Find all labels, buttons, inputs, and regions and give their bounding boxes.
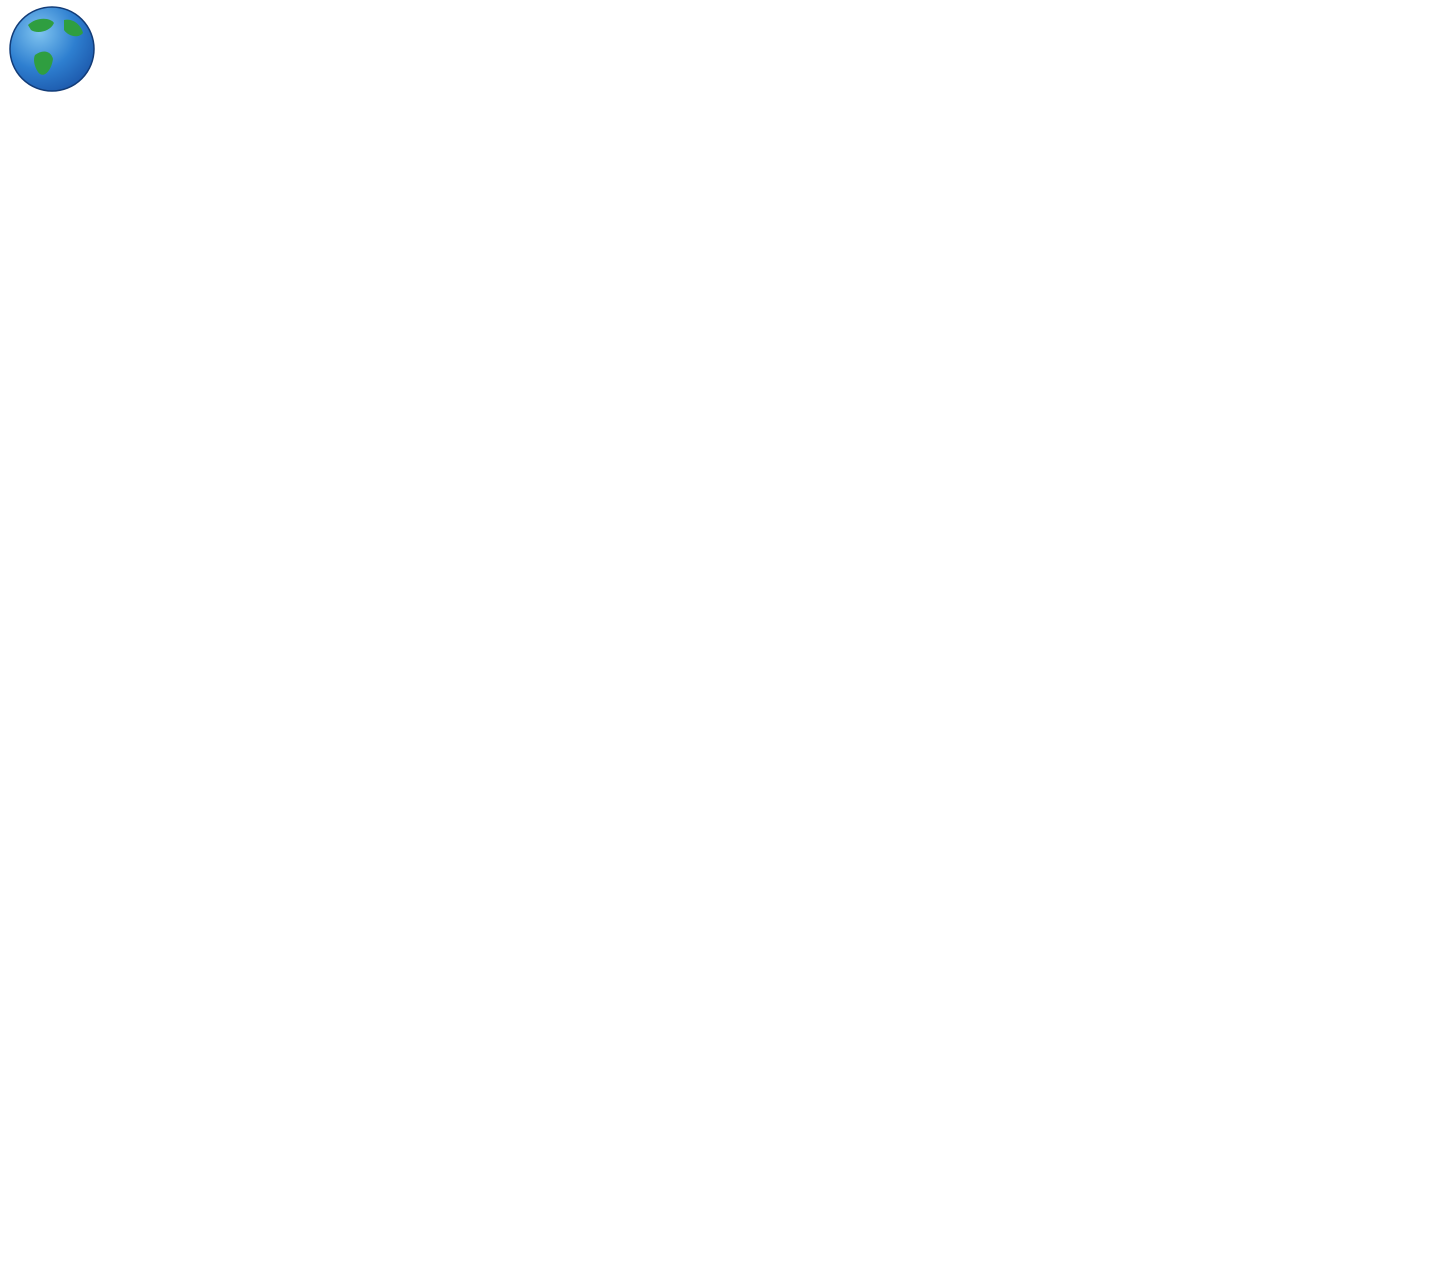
globe-land-south xyxy=(34,51,53,75)
coaps-logo-globe xyxy=(9,6,95,92)
globe-icon xyxy=(9,6,95,92)
globe-land-east xyxy=(64,19,83,37)
coaps-logo xyxy=(8,5,96,97)
globe-land-north xyxy=(28,18,54,32)
